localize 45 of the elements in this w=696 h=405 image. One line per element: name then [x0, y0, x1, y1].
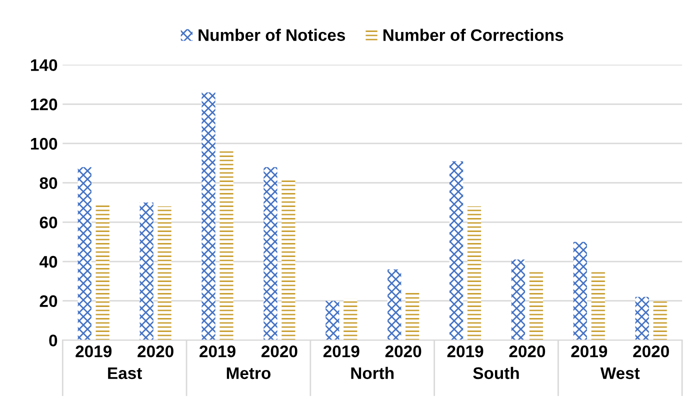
x-tick-label: 2019: [76, 346, 112, 358]
x-tick-label: 2020: [261, 346, 298, 358]
bar: [96, 204, 110, 340]
x-tick-label: 2019: [571, 346, 608, 358]
bar: [467, 206, 482, 340]
y-tick-label: 100: [31, 138, 58, 150]
y-tick-label: 80: [40, 177, 58, 190]
x-tick-label: 2020: [138, 346, 174, 358]
bar: [140, 202, 154, 340]
y-tick-label: 60: [40, 216, 58, 228]
text: North: [351, 366, 394, 380]
text: South: [473, 366, 519, 380]
x-tick-label: 2019: [323, 346, 360, 358]
bar: [264, 167, 278, 340]
bar: [282, 178, 296, 340]
text: West: [600, 367, 640, 380]
bar: [573, 242, 587, 340]
text: East: [108, 367, 142, 380]
x-tick-label: 2020: [509, 346, 546, 358]
y-tick-label: 120: [31, 98, 58, 110]
legend-label: Number of Notices: [198, 28, 346, 41]
y-tick-label: 40: [39, 256, 58, 268]
bar: [202, 92, 216, 340]
bar: [529, 271, 544, 340]
bar: [78, 167, 92, 340]
y-tick-label: 0: [49, 334, 58, 346]
bar: [220, 149, 234, 340]
bar: [635, 296, 649, 340]
bar: [449, 161, 464, 340]
y-tick-label: 20: [40, 295, 58, 308]
bar: [326, 300, 340, 340]
x-tick-label: 2020: [633, 346, 669, 358]
bar: [511, 260, 526, 340]
bar: [388, 269, 402, 340]
y-tick-label: 140: [31, 59, 58, 72]
bar: [406, 292, 420, 340]
legend-label: Number of Corrections: [383, 28, 564, 41]
bar: [344, 298, 358, 340]
bar: [591, 271, 605, 340]
bar: [158, 206, 172, 340]
text: Metro: [226, 367, 271, 380]
bar: [653, 300, 667, 340]
x-tick-label: 2019: [200, 346, 236, 358]
x-tick-label: 2020: [385, 346, 422, 358]
x-tick-label: 2019: [447, 346, 484, 358]
